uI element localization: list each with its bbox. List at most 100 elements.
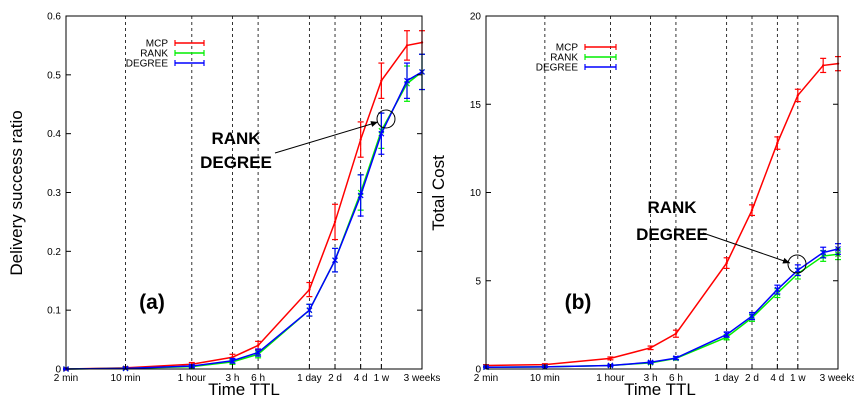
panel-a-series	[63, 30, 425, 372]
data-point	[794, 267, 801, 274]
legend-label-degree: DEGREE	[126, 59, 169, 70]
data-point	[380, 79, 383, 82]
panel-a-x-ticks: 2 min 10 min 1 hour 3 h 6 h 1 day 2 d 4 d 1 w 3 w…	[54, 364, 441, 384]
data-point	[357, 192, 364, 199]
panel-a-annotation-arrowhead	[370, 121, 378, 127]
panel-a-y-axis-label: Delivery success ratio	[7, 110, 26, 275]
panel-a-annotation-rank: RANK	[211, 129, 261, 148]
panel-a-series-rank	[63, 53, 425, 372]
panel-a-chart: 0 0.1 0.2 0.3 0.4 0.5 0.6 2 min 10 min 1 hour 3 h…	[7, 12, 440, 400]
panel-b-x-tick-label: 6 h	[669, 373, 683, 384]
panel-a-annotation: RANK DEGREE	[200, 109, 396, 172]
panel-b-x-tick-label: 1 day	[714, 373, 738, 384]
data-point	[229, 357, 236, 364]
panel-b-series-rank	[483, 248, 841, 371]
data-point	[673, 355, 679, 361]
data-point	[333, 220, 337, 224]
legend-label-mcp: MCP	[146, 39, 169, 50]
panel-a-y-tick-label: 0.3	[47, 188, 61, 199]
data-point	[332, 257, 338, 264]
data-point	[308, 288, 311, 291]
panel-b-annotation-rank: RANK	[647, 198, 697, 217]
data-point	[723, 331, 730, 338]
legend-label-degree: DEGREE	[536, 63, 579, 74]
panel-a-y-tick-label: 0.6	[47, 12, 61, 23]
panel-b-y-ticks: 0 5 10 15 20	[470, 12, 838, 376]
series-line	[65, 41, 423, 370]
data-point	[405, 44, 409, 47]
panel-a-x-tick-label: 4 d	[354, 373, 368, 384]
panel-a-tag: (a)	[139, 291, 165, 314]
panel-a-x-tick-label: 3 weeks	[404, 373, 441, 384]
data-point	[649, 346, 652, 350]
panel-a-plot-frame	[65, 15, 423, 370]
data-point	[796, 94, 800, 97]
panel-b-x-tick-label: 2 d	[745, 373, 759, 384]
panel-b-annotation-arrow	[702, 232, 791, 264]
panel-a-y-ticks: 0 0.1 0.2 0.3 0.4 0.5 0.6	[47, 12, 422, 376]
panel-b-y-tick-label: 10	[470, 188, 482, 199]
panel-a-x-axis-label: Time TTL	[208, 380, 280, 399]
panel-a-x-tick-label: 1 w	[374, 373, 390, 384]
panel-a-x-tick-label: 6 h	[251, 373, 265, 384]
series-line	[485, 253, 839, 368]
panel-a-annotation-degree: DEGREE	[200, 153, 272, 172]
data-point	[256, 344, 260, 347]
panel-a-x-tick-label: 3 h	[226, 373, 240, 384]
data-point	[774, 286, 781, 293]
panel-a-x-tick-label: 2 min	[54, 373, 78, 384]
data-point	[750, 208, 754, 212]
panel-a-x-tick-label: 10 min	[111, 373, 141, 384]
data-point	[820, 249, 827, 256]
panel-a-y-tick-label: 0	[55, 365, 61, 376]
panel-b-annotation-circle	[787, 254, 807, 274]
panel-b-y-axis-label: Total Cost	[429, 155, 448, 231]
panel-a-annotation-arrow	[274, 121, 379, 154]
panel-b-grid	[544, 16, 799, 369]
data-point	[255, 349, 262, 356]
data-point	[404, 77, 410, 84]
panel-b-x-tick-label: 1 w	[790, 373, 806, 384]
panel-a-y-tick-label: 0.2	[47, 247, 61, 258]
panel-b-chart: 0 5 10 15 20 2 min 10 min 1 hour 3 h 6 h 1 day 2 d…	[429, 12, 854, 400]
panel-b-x-tick-label: 1 hour	[596, 373, 625, 384]
panel-a-annotation-circle	[376, 109, 396, 129]
panel-a-x-tick-label: 1 hour	[178, 373, 207, 384]
panel-b-tag: (b)	[565, 291, 592, 314]
data-point	[306, 307, 313, 314]
panel-b-x-ticks: 2 min 10 min 1 hour 3 h 6 h 1 day 2 d 4 d 1 w 3 w…	[474, 364, 854, 384]
panel-b-x-tick-label: 3 weeks	[820, 373, 854, 384]
legend-label-rank: RANK	[140, 49, 168, 60]
data-point	[359, 138, 362, 141]
data-point	[378, 130, 385, 137]
data-point	[609, 357, 612, 360]
panel-a-series-degree	[63, 53, 425, 372]
panel-b-y-tick-label: 15	[470, 100, 482, 111]
panel-b-x-tick-label: 10 min	[530, 373, 560, 384]
panel-a-x-tick-label: 1 day	[297, 373, 321, 384]
series-line	[485, 248, 839, 368]
panel-b-annotation: RANK DEGREE	[636, 198, 807, 274]
data-point	[674, 332, 678, 335]
panel-b-y-tick-label: 20	[470, 12, 482, 23]
panel-a-x-tick-label: 2 d	[328, 373, 342, 384]
data-point	[821, 64, 825, 67]
panel-a-y-tick-label: 0.5	[47, 70, 61, 81]
panel-b-y-tick-label: 5	[475, 276, 481, 287]
panel-b-x-axis-label: Time TTL	[624, 380, 696, 399]
panel-b-x-tick-label: 4 d	[770, 373, 784, 384]
legend-label-rank: RANK	[550, 53, 578, 64]
panel-b-annotation-degree: DEGREE	[636, 225, 708, 244]
data-point	[776, 141, 779, 145]
panel-b-x-tick-label: 3 h	[644, 373, 658, 384]
panel-b-x-tick-label: 2 min	[474, 373, 498, 384]
panel-b-y-tick-label: 0	[475, 365, 481, 376]
data-point	[725, 261, 728, 265]
panel-a-y-tick-label: 0.4	[47, 129, 61, 140]
data-point	[749, 313, 755, 319]
panel-a-series-mcp	[63, 30, 425, 371]
data-point	[647, 359, 654, 366]
